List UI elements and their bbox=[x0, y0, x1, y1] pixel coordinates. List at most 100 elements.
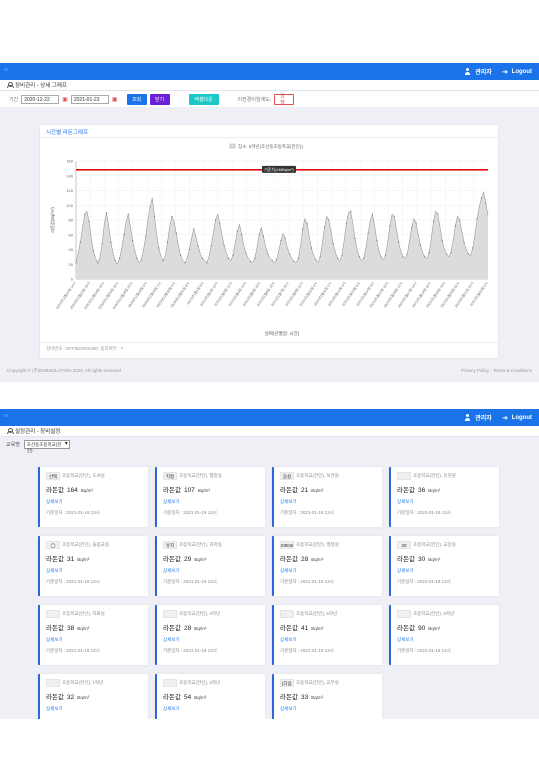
device-card[interactable]: 지정병 초등학교(한인), 행정실 라돈값 107 Bq/m³ 상세보기 기준일… bbox=[155, 467, 265, 527]
top-navbar: ≡ 관리자 ⇥ Logout bbox=[0, 409, 539, 426]
device-card[interactable]: 유치원 초등학교(한인), 과학실 라돈값 29 Bq/m³ 상세보기 기준일자… bbox=[155, 536, 265, 596]
device-tag: 20 bbox=[397, 540, 411, 549]
data-point bbox=[123, 234, 125, 236]
device-name-row: ◯ 초등학교(한인), 돌봄교실 bbox=[46, 540, 142, 549]
detail-link[interactable]: 상세보기 bbox=[163, 568, 180, 573]
radon-value-label: 라돈값 bbox=[280, 625, 298, 632]
x-axis-title: 날짜(년월일: 시간) bbox=[265, 330, 300, 337]
data-point bbox=[162, 259, 164, 262]
data-point bbox=[114, 259, 116, 262]
device-card[interactable]: [다음 초등학교(한인), 교무실 라돈값 33 Bq/m³ 상세보기 bbox=[272, 674, 382, 719]
data-point bbox=[310, 247, 313, 249]
logout-link[interactable]: Logout bbox=[511, 414, 532, 421]
device-tag: 지정병 bbox=[163, 471, 177, 480]
detail-link[interactable]: 상세보기 bbox=[397, 568, 414, 573]
calendar-icon[interactable]: ▣ bbox=[111, 96, 118, 103]
data-point bbox=[363, 257, 365, 259]
detail-link[interactable]: 상세보기 bbox=[280, 568, 297, 573]
radon-unit: Bq/m³ bbox=[194, 695, 207, 700]
device-name: 초등학교(한인), 유치원 bbox=[413, 472, 456, 478]
data-point bbox=[371, 213, 374, 215]
data-point bbox=[92, 250, 95, 252]
device-card-grid: 선택 초등학교(한인), 도서실 라돈값 164 Bq/m³ 상세보기 기준일자… bbox=[38, 467, 499, 719]
detail-link[interactable]: 상세보기 bbox=[163, 706, 180, 711]
threshold-label: 이전경이임계도: bbox=[237, 96, 272, 103]
detail-link[interactable]: 상세보기 bbox=[163, 499, 180, 504]
user-label[interactable]: 관리자 bbox=[475, 416, 492, 422]
logout-link[interactable]: Logout bbox=[511, 68, 532, 75]
radon-value: 54 bbox=[183, 694, 192, 701]
reference-time: 기준일자 : 2021-01-19 13시 bbox=[163, 648, 217, 653]
data-point bbox=[188, 248, 190, 251]
excel-download-button[interactable]: 엑셀다운 bbox=[188, 93, 219, 105]
run-button[interactable]: 실행 bbox=[274, 93, 295, 106]
radon-value: 33 bbox=[300, 694, 309, 701]
data-point bbox=[118, 257, 121, 259]
detail-link[interactable]: 상세보기 bbox=[280, 637, 297, 642]
data-point bbox=[384, 254, 387, 256]
school-select[interactable]: 초산동초등학교(한인) bbox=[23, 439, 70, 453]
data-point bbox=[319, 256, 321, 258]
calendar-icon[interactable]: ▣ bbox=[62, 96, 68, 103]
device-name-row: [다음 초등학교(한인), 교무실 bbox=[280, 678, 376, 687]
data-point bbox=[145, 235, 147, 237]
reference-time: 기준일자 : 2021-01-19 13시 bbox=[163, 510, 217, 515]
user-label[interactable]: 관리자 bbox=[475, 70, 492, 76]
device-card[interactable]: 초등학교(한인), 4학년 라돈값 28 Bq/m³ 상세보기 기준일자 : 2… bbox=[155, 605, 265, 665]
legend-swatch bbox=[229, 143, 236, 149]
device-card[interactable]: 선택 초등학교(한인), 도서실 라돈값 164 Bq/m³ 상세보기 기준일자… bbox=[38, 467, 148, 527]
close-button[interactable]: 닫기 bbox=[149, 93, 170, 105]
search-button[interactable]: 조회 bbox=[126, 93, 147, 105]
device-name-row: I00046 초등학교(한인), 행정실 bbox=[280, 540, 376, 549]
data-point bbox=[197, 245, 199, 247]
device-card[interactable]: 초등학교(한인), 유치원 라돈값 36 Bq/m³ 상세보기 기준일자 : 2… bbox=[389, 467, 499, 527]
device-card[interactable]: ◯ 초등학교(한인), 돌봄교실 라돈값 31 Bq/m³ 상세보기 기준일자 … bbox=[38, 536, 148, 596]
data-point bbox=[201, 257, 204, 259]
device-card[interactable]: 20 초등학교(한인), 교장실 라돈값 30 Bq/m³ 상세보기 기준일자 … bbox=[389, 536, 499, 596]
radon-value-row: 라돈값 90 Bq/m³ bbox=[397, 622, 493, 632]
chart-card-title: 시간별 라돈그래프 bbox=[40, 125, 498, 138]
reference-time: 기준일자 : 2021-01-19 13시 bbox=[280, 579, 334, 584]
detail-link[interactable]: 상세보기 bbox=[280, 499, 297, 504]
device-card[interactable]: 초등학교(한인), 5학년 라돈값 41 Bq/m³ 상세보기 기준일자 : 2… bbox=[272, 605, 382, 665]
date-from-input[interactable]: 2020-12-22 bbox=[21, 94, 60, 104]
logout-icon[interactable]: ⇥ bbox=[501, 68, 508, 76]
detail-link[interactable]: 상세보기 bbox=[280, 706, 297, 711]
reference-time: 기준일자 : 2021-01-19 13시 bbox=[280, 510, 334, 515]
device-info: 장비번호 : EFF8E0000490, 동작여부 : Y bbox=[46, 346, 124, 351]
device-card[interactable]: 초등학교(한인), 2학년 라돈값 54 Bq/m³ 상세보기 bbox=[155, 674, 265, 719]
menu-icon[interactable]: ≡ bbox=[4, 413, 9, 420]
radon-value: 32 bbox=[66, 694, 75, 701]
device-card[interactable]: 음실 초등학교(한인), 보건실 라돈값 21 Bq/m³ 상세보기 기준일자 … bbox=[272, 467, 382, 527]
school-label: 교육명 bbox=[6, 441, 20, 448]
detail-link[interactable]: 상세보기 bbox=[46, 637, 63, 642]
data-point bbox=[441, 240, 443, 242]
detail-link[interactable]: 상세보기 bbox=[397, 499, 414, 504]
detail-link[interactable]: 상세보기 bbox=[46, 568, 63, 573]
y-tick-label: 0 bbox=[71, 277, 74, 282]
menu-icon[interactable]: ≡ bbox=[4, 67, 9, 74]
series-line bbox=[75, 191, 489, 265]
data-point bbox=[406, 253, 408, 255]
data-point bbox=[345, 223, 347, 225]
detail-link[interactable]: 상세보기 bbox=[46, 706, 63, 711]
breadcrumb-text: 설정관리 - 장비설정 bbox=[15, 429, 61, 435]
detail-link[interactable]: 상세보기 bbox=[163, 637, 180, 642]
device-name: 초등학교(한인), 1학년 bbox=[62, 679, 104, 685]
data-point bbox=[101, 243, 103, 245]
date-to-input[interactable]: 2021-01-23 bbox=[70, 94, 109, 104]
logout-icon[interactable]: ⇥ bbox=[501, 414, 508, 422]
data-point bbox=[88, 220, 90, 223]
device-card[interactable]: 초등학교(한인), 자료실 라돈값 38 Bq/m³ 상세보기 기준일자 : 2… bbox=[38, 605, 148, 665]
device-card[interactable]: 초등학교(한인), 6학년 라돈값 90 Bq/m³ 상세보기 기준일자 : 2… bbox=[389, 605, 499, 665]
reference-time: 기준일자 : 2021-01-19 13시 bbox=[397, 510, 451, 515]
radon-value: 28 bbox=[300, 556, 309, 563]
device-card[interactable]: I00046 초등학교(한인), 행정실 라돈값 28 Bq/m³ 상세보기 기… bbox=[272, 536, 382, 596]
detail-link[interactable]: 상세보기 bbox=[397, 637, 414, 642]
device-card[interactable]: 초등학교(한인), 1학년 라돈값 32 Bq/m³ 상세보기 bbox=[38, 674, 148, 719]
policy-links[interactable]: Privacy Policy · Terms & Conditions bbox=[461, 368, 532, 373]
device-tag: 선택 bbox=[46, 471, 60, 480]
detail-link[interactable]: 상세보기 bbox=[46, 499, 63, 504]
y-tick-label: 120 bbox=[66, 188, 73, 193]
data-point bbox=[136, 257, 138, 259]
